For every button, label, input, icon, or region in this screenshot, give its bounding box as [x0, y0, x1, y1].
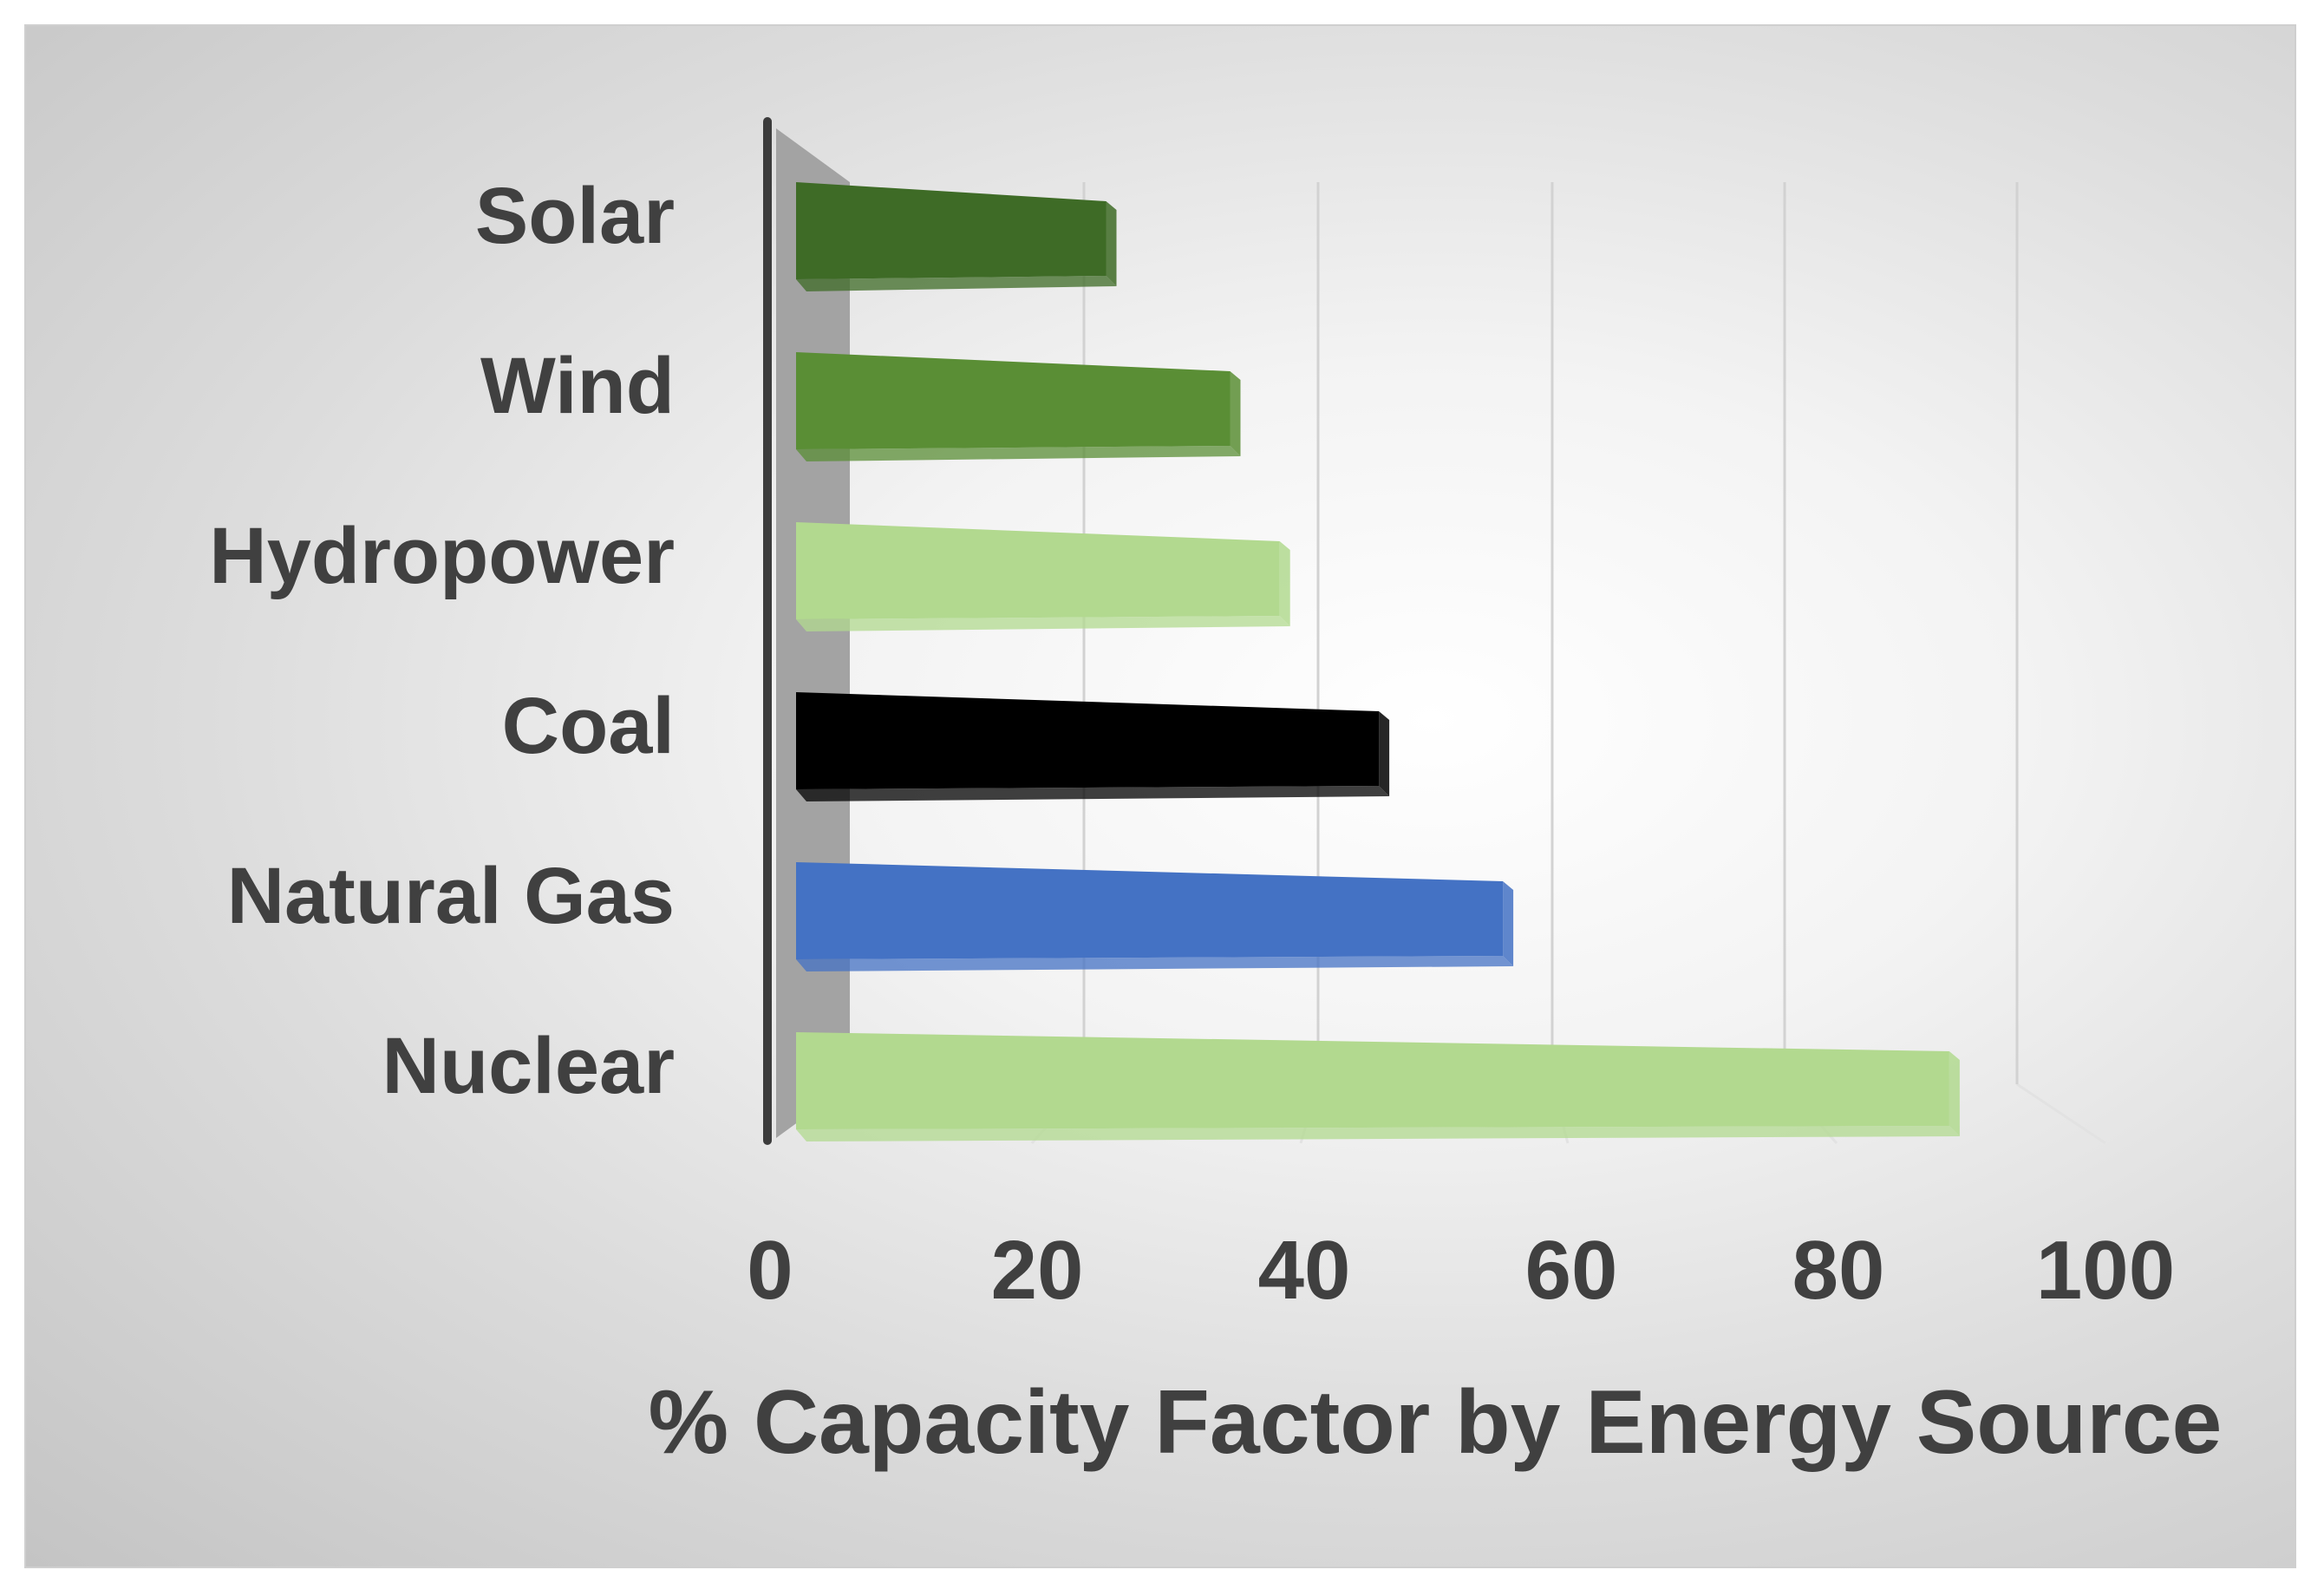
bar-end-cap — [1949, 1051, 1960, 1136]
bar-bevel — [796, 616, 1290, 631]
bar-hydropower — [796, 522, 1280, 619]
x-tick-labels: 0 20 40 60 80 100 — [747, 1224, 2175, 1317]
floor-line — [2016, 1083, 2106, 1145]
bar-bevel — [796, 1126, 1960, 1141]
x-axis-title: % Capacity Factor by Energy Source — [649, 1372, 2223, 1473]
category-label-coal: Coal — [502, 682, 675, 770]
bar-bevel — [796, 956, 1514, 971]
bar-end-cap — [1503, 881, 1514, 966]
x-tick-label: 40 — [1258, 1224, 1351, 1317]
bars — [796, 182, 1960, 1141]
bar-coal — [796, 692, 1380, 789]
category-labels: Solar Wind Hydropower Coal Natural Gas Nuclea… — [209, 172, 675, 1110]
x-tick-label: 80 — [1792, 1224, 1885, 1317]
bar-bevel — [796, 276, 1117, 291]
bar-end-cap — [1379, 711, 1390, 796]
x-tick-label: 60 — [1525, 1224, 1618, 1317]
category-label-nuclear: Nuclear — [382, 1022, 676, 1110]
bar-nuclear — [796, 1032, 1949, 1129]
bar-bevel — [796, 446, 1241, 461]
x-tick-label: 0 — [747, 1224, 793, 1317]
bar-natural-gas — [796, 862, 1504, 959]
x-tick-label: 20 — [991, 1224, 1084, 1317]
bar-end-cap — [1106, 201, 1117, 286]
bar-solar — [796, 182, 1107, 279]
category-label-hydropower: Hydropower — [209, 512, 675, 600]
category-label-wind: Wind — [480, 342, 675, 430]
category-label-natural-gas: Natural Gas — [227, 852, 675, 940]
bar-wind — [796, 352, 1231, 449]
bar-end-cap — [1230, 371, 1241, 456]
bar-end-cap — [1279, 541, 1290, 626]
bar-bevel — [796, 786, 1390, 801]
x-tick-label: 100 — [2036, 1224, 2175, 1317]
category-label-solar: Solar — [475, 172, 675, 260]
